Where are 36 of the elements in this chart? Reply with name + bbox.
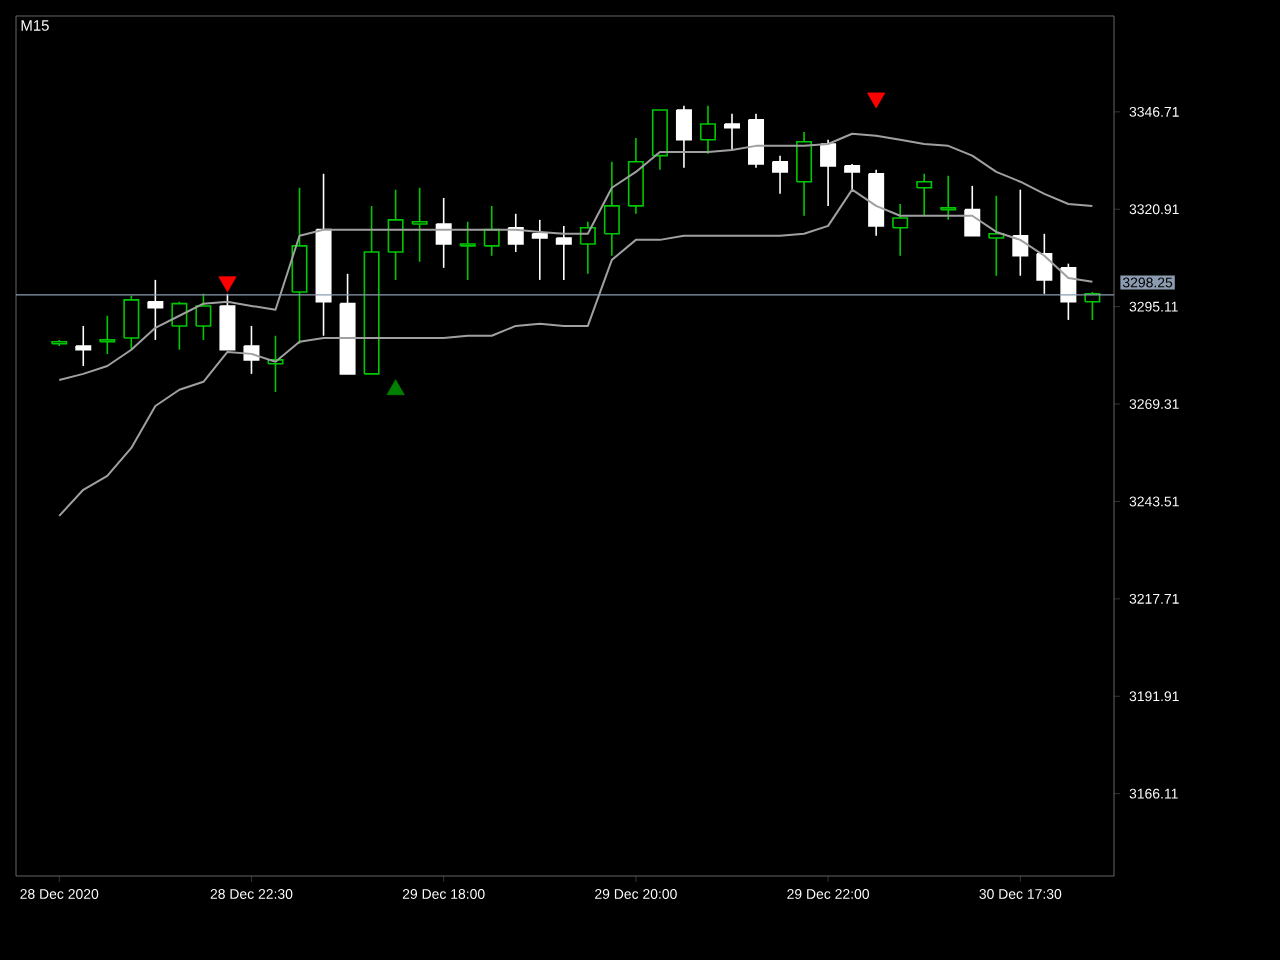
candlestick (387, 188, 404, 281)
candlestick (555, 225, 572, 281)
candlestick (459, 220, 476, 281)
candlestick (123, 294, 140, 351)
candlestick (195, 293, 212, 341)
candlestick (723, 112, 740, 151)
candlestick (1012, 188, 1029, 277)
point (218, 276, 237, 293)
candlestick (699, 105, 716, 155)
candlestick (579, 220, 596, 275)
candlestick (147, 279, 164, 341)
candlestick (363, 205, 380, 375)
candlestick (435, 197, 452, 269)
candlestick (796, 131, 813, 217)
candlestick (651, 109, 668, 171)
candlestick (627, 137, 644, 215)
point (867, 92, 886, 109)
candlestick (603, 160, 620, 257)
candlestick (291, 186, 308, 345)
candlestick (99, 314, 116, 355)
point (386, 379, 405, 396)
candlestick (916, 173, 933, 217)
candlestick (75, 325, 92, 367)
candlestick (51, 339, 68, 347)
candlestick (940, 174, 957, 221)
candlestick (483, 205, 500, 257)
candlestick (531, 219, 548, 281)
candlestick (267, 334, 284, 393)
candlestick (1084, 291, 1101, 321)
candlestick (315, 173, 332, 337)
candlestick (171, 300, 188, 351)
candlestick (411, 186, 428, 263)
candlestick (772, 154, 789, 195)
candlestick (988, 194, 1005, 277)
candlestick (748, 112, 765, 169)
candlestick (892, 203, 909, 257)
